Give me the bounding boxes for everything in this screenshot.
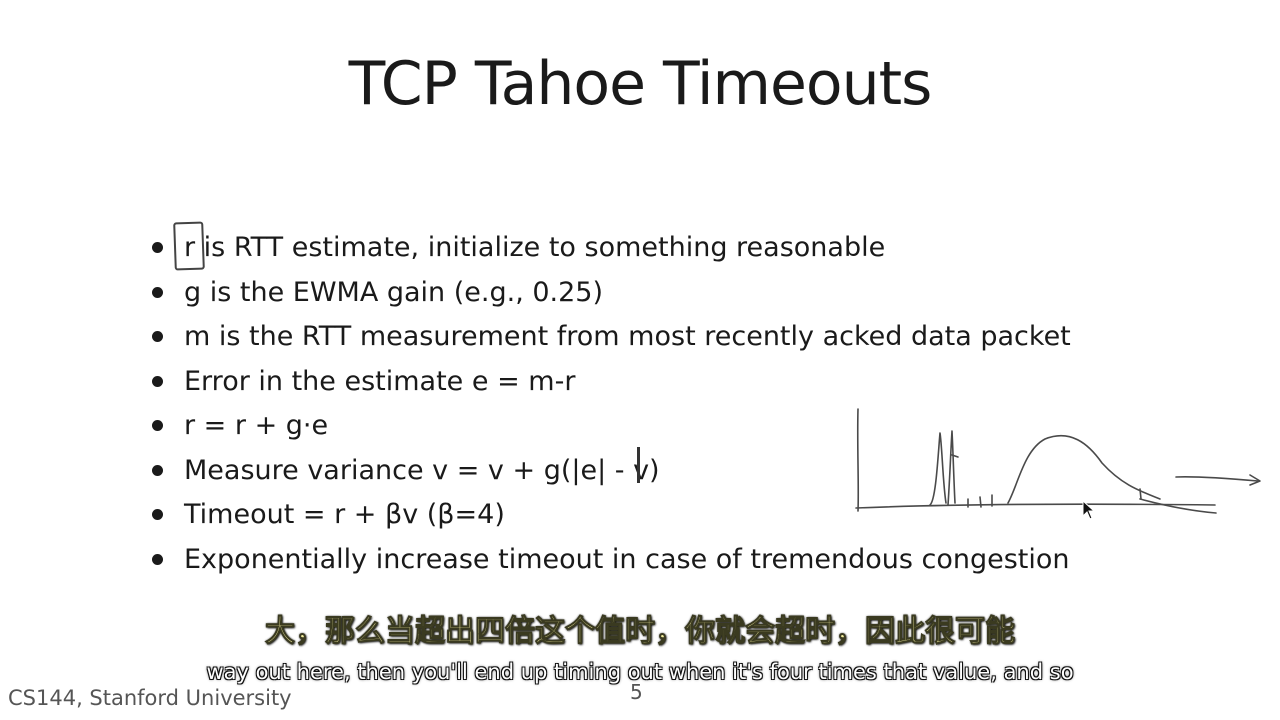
page-number: 5 [630,680,643,704]
bullet-dot-icon [152,331,163,342]
bullet-item-variance: Measure variance v = v + g(|e| - v) [150,449,1071,494]
bullet-dot-icon [152,464,163,476]
slide-title: TCP Tahoe Timeouts [348,49,933,119]
bullet-list: r is RTT estimate, initialize to somethi… [150,226,1071,582]
bullet-dot-icon [152,286,163,298]
bullet-item-error: Error in the estimate e = m-r [150,360,1071,405]
bullet-item-timeout: Timeout = r + βv (β=4) [150,493,1071,538]
bullet-text: Timeout = r + βv (β=4) [184,499,505,530]
bullet-item-rtt-measurement: m is the RTT measurement from most recen… [150,315,1071,360]
bullet-item-ewma-gain: g is the EWMA gain (e.g., 0.25) [150,271,1071,316]
bullet-item-update: r = r + g·e [150,404,1071,449]
bullet-dot-icon [152,375,163,387]
subtitle-english: way out here, then you'll end up timing … [206,660,1074,684]
hand-drawn-bar-icon [637,447,640,483]
bullet-text: r = r + g·e [184,410,329,441]
subtitle-chinese: 大，那么当超出四倍这个值时，你就会超时，因此很可能 [265,614,1016,650]
bullet-text: m is the RTT measurement from most recen… [184,321,1071,352]
bullet-item-rtt-estimate: r is RTT estimate, initialize to somethi… [150,226,1071,271]
bullet-dot-icon [152,509,163,520]
hand-drawn-box-icon [173,221,205,271]
bullet-text: Measure variance v = v + g(|e| - v) [184,454,660,486]
bullet-text: Exponentially increase timeout in case o… [184,543,1070,575]
bullet-text: Error in the estimate e = m-r [184,365,576,397]
bullet-text: r is RTT estimate, initialize to somethi… [184,232,886,263]
bullet-item-exponential: Exponentially increase timeout in case o… [150,538,1071,583]
bullet-dot-icon [152,242,163,253]
hand-drawn-rtt-sketch-icon [855,408,1261,514]
bullet-dot-icon [152,553,163,565]
bullet-dot-icon [152,420,163,431]
mouse-pointer-icon [1082,500,1096,520]
bullet-text: g is the EWMA gain (e.g., 0.25) [184,276,604,308]
footer-course: CS144, Stanford University [8,686,292,710]
